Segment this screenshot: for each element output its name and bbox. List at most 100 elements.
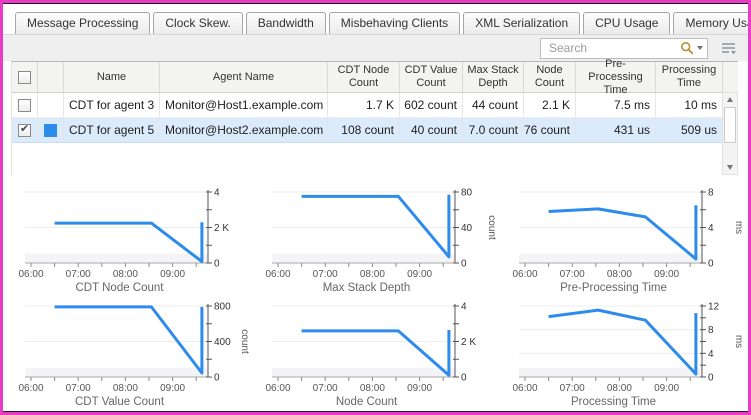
- column-header-processing-time[interactable]: Processing Time: [656, 62, 723, 92]
- chart-processing-time: 06:00 07:00 08:00 09:00 0 4 8 12 ms Processing Ti…: [505, 301, 748, 411]
- svg-text:09:00: 09:00: [160, 383, 185, 394]
- svg-text:06:00: 06:00: [18, 383, 43, 394]
- vertical-scrollbar[interactable]: [722, 92, 738, 175]
- search-box[interactable]: [540, 37, 708, 59]
- scroll-thumb[interactable]: [724, 107, 736, 143]
- column-header-cdt-value-count[interactable]: CDT Value Count: [400, 62, 463, 92]
- tab-cpu-usage[interactable]: CPU Usage: [583, 12, 671, 34]
- scroll-down-button[interactable]: [723, 161, 737, 174]
- svg-text:08:00: 08:00: [113, 383, 138, 394]
- svg-text:80: 80: [461, 188, 473, 199]
- svg-text:06:00: 06:00: [265, 383, 290, 394]
- chart-canvas: 06:00 07:00 08:00 09:00 0 2 K 4 Node Count: [265, 302, 476, 409]
- chart-canvas: 06:00 07:00 08:00 09:00 0 40 80 count Max Stack …: [265, 188, 497, 295]
- svg-text:07:00: 07:00: [560, 383, 585, 394]
- app-window: Message Processing Clock Skew. Bandwidth Mi…: [3, 3, 748, 412]
- svg-text:08:00: 08:00: [360, 269, 385, 280]
- svg-text:06:00: 06:00: [512, 269, 537, 280]
- search-input[interactable]: [547, 40, 677, 56]
- cell-cdt-value-count: 602 count: [400, 93, 463, 117]
- scroll-up-button[interactable]: [723, 93, 737, 106]
- cell-pre-processing-time: 431 us: [576, 118, 656, 142]
- svg-text:06:00: 06:00: [512, 383, 537, 394]
- cell-agent-name: Monitor@Host2.example.com: [160, 118, 328, 142]
- cell-cdt-value-count: 40 count: [400, 118, 463, 142]
- column-chooser-button[interactable]: [718, 39, 738, 57]
- svg-text:4: 4: [461, 302, 467, 313]
- cell-cdt-node-count: 1.7 K: [328, 93, 400, 117]
- svg-text:400: 400: [214, 337, 231, 348]
- table-row[interactable]: CDT for agent 3 Monitor@Host1.example.com…: [12, 93, 738, 118]
- select-all-checkbox[interactable]: [18, 70, 31, 84]
- swatch-cell: [38, 118, 64, 142]
- chart-canvas: 06:00 07:00 08:00 09:00 0 400 800 count CDT Valu…: [18, 302, 250, 409]
- svg-text:4: 4: [214, 188, 220, 199]
- cell-max-stack-depth: 44 count: [463, 93, 524, 117]
- chart-canvas: 06:00 07:00 08:00 09:00 0 4 8 12 ms Processing Ti…: [512, 302, 744, 409]
- grid-body: CDT for agent 3 Monitor@Host1.example.com…: [12, 93, 738, 143]
- svg-text:0: 0: [214, 373, 220, 384]
- cell-processing-time: 509 us: [656, 118, 723, 142]
- column-header-node-count[interactable]: Node Count: [524, 62, 576, 92]
- cell-cdt-node-count: 108 count: [328, 118, 400, 142]
- charts-grid: 06:00 07:00 08:00 09:00 0 2 K 4 CDT Node Count 0…: [3, 175, 748, 411]
- data-grid: Name Agent Name CDT Node Count CDT Value Co…: [11, 58, 738, 175]
- row-checkbox[interactable]: [18, 122, 31, 137]
- chart-title: CDT Value Count: [75, 396, 165, 408]
- chart-canvas: 06:00 07:00 08:00 09:00 0 2 K 4 CDT Node Count: [18, 188, 229, 295]
- cell-agent-name: Monitor@Host1.example.com: [160, 93, 328, 117]
- chart-max-stack-depth: 06:00 07:00 08:00 09:00 0 40 80 count Max Stack …: [258, 187, 505, 297]
- svg-text:08:00: 08:00: [607, 269, 632, 280]
- search-options-arrow-icon[interactable]: [697, 46, 703, 50]
- column-header-max-stack-depth[interactable]: Max Stack Depth: [463, 62, 524, 92]
- chart-title: Processing Time: [571, 396, 656, 408]
- chart-pre-processing-time: 06:00 07:00 08:00 09:00 0 4 8 ms Pre-Processing …: [505, 187, 748, 297]
- search-icon[interactable]: [680, 41, 694, 55]
- row-checkbox[interactable]: [18, 98, 31, 112]
- checkbox-cell: [12, 118, 38, 142]
- svg-text:08:00: 08:00: [607, 383, 632, 394]
- swatch-column-header: [38, 62, 64, 92]
- column-header-cdt-node-count[interactable]: CDT Node Count: [328, 62, 400, 92]
- cell-node-count: 2.1 K: [524, 93, 576, 117]
- svg-text:08:00: 08:00: [113, 269, 138, 280]
- svg-text:09:00: 09:00: [654, 383, 679, 394]
- tab-memory-usage[interactable]: Memory Usage: [673, 12, 748, 34]
- tab-bandwidth[interactable]: Bandwidth: [245, 12, 326, 34]
- cell-node-count: 76 count: [524, 118, 576, 142]
- tab-clock-skew[interactable]: Clock Skew.: [153, 12, 243, 34]
- chart-title: Pre-Processing Time: [560, 282, 667, 294]
- tab-bar: Message Processing Clock Skew. Bandwidth Mi…: [3, 4, 748, 34]
- grid-header: Name Agent Name CDT Node Count CDT Value Co…: [12, 58, 738, 96]
- tab-message-processing[interactable]: Message Processing: [15, 12, 151, 34]
- checkbox-cell: [12, 93, 38, 117]
- svg-text:08:00: 08:00: [360, 383, 385, 394]
- column-header-name[interactable]: Name: [64, 62, 160, 92]
- svg-text:8: 8: [708, 325, 714, 336]
- column-header-pre-processing-time[interactable]: Pre-Processing Time: [576, 58, 656, 96]
- svg-text:2 K: 2 K: [214, 223, 229, 234]
- chart-node-count: 06:00 07:00 08:00 09:00 0 2 K 4 Node Count: [258, 301, 505, 411]
- column-header-agent-name[interactable]: Agent Name: [160, 62, 328, 92]
- svg-text:0: 0: [708, 259, 714, 270]
- y-axis-unit-label: count: [239, 329, 250, 354]
- svg-text:07:00: 07:00: [313, 269, 338, 280]
- svg-text:09:00: 09:00: [160, 269, 185, 280]
- swatch-cell: [38, 93, 64, 117]
- svg-text:07:00: 07:00: [313, 383, 338, 394]
- chart-title: Max Stack Depth: [323, 282, 411, 294]
- select-all-header-cell: [12, 62, 38, 92]
- tab-misbehaving-clients[interactable]: Misbehaving Clients: [328, 12, 461, 34]
- svg-text:12: 12: [708, 302, 720, 313]
- svg-text:4: 4: [708, 223, 714, 234]
- svg-text:2 K: 2 K: [461, 337, 476, 348]
- svg-text:0: 0: [461, 259, 467, 270]
- chart-canvas: 06:00 07:00 08:00 09:00 0 4 8 ms Pre-Processing …: [512, 188, 744, 295]
- tab-xml-serialization[interactable]: XML Serialization: [463, 12, 581, 34]
- cell-pre-processing-time: 7.5 ms: [576, 93, 656, 117]
- table-row[interactable]: CDT for agent 5Monitor@Host2.example.com…: [12, 118, 738, 143]
- y-axis-unit-label: ms: [733, 221, 744, 234]
- svg-text:06:00: 06:00: [265, 269, 290, 280]
- svg-text:06:00: 06:00: [18, 269, 43, 280]
